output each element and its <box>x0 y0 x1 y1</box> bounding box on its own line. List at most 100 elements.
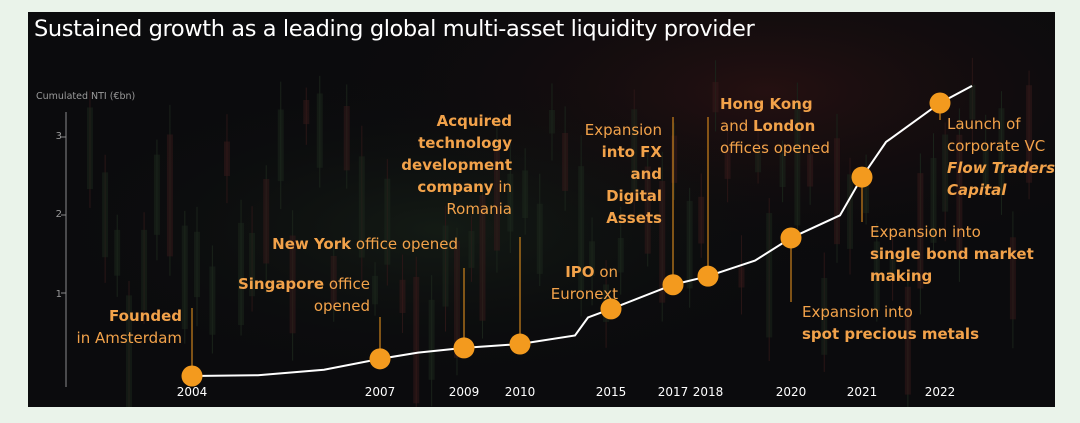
candle-body <box>617 237 624 273</box>
x-tick-label-2015: 2015 <box>595 385 627 399</box>
candle-body <box>263 179 270 264</box>
y-ticks <box>61 136 66 294</box>
candle-body <box>794 101 801 226</box>
candle-body <box>1009 237 1016 320</box>
candle-body <box>659 180 666 303</box>
candle-body <box>671 135 678 183</box>
candle-body <box>343 105 350 171</box>
milestone-marker-2007 <box>369 348 391 370</box>
milestone-marker-2018 <box>697 265 719 287</box>
annotation-2020: Expansion into spot precious metals <box>802 303 980 343</box>
x-tick-label-2018: 2018 <box>692 385 724 399</box>
candle-body <box>998 108 1005 196</box>
candle-body <box>578 166 585 291</box>
annotation-2021: Expansion into single bond market making <box>870 223 1034 285</box>
y-tick-label-1: 1 <box>55 289 62 300</box>
candle-body <box>223 141 230 176</box>
milestone-marker-2020 <box>780 227 802 249</box>
milestone-marker-2010 <box>509 333 531 355</box>
annotation-2004: Founded in Amsterdam <box>76 307 182 347</box>
candle-body <box>536 203 543 274</box>
candle-body <box>522 170 529 219</box>
annotation-2010: Acquired technology development company … <box>401 112 512 218</box>
annotation-2015: IPO on Euronext <box>550 263 618 303</box>
candle-body <box>428 299 435 380</box>
candle-body <box>982 146 989 187</box>
x-tick-label-2009: 2009 <box>448 385 480 399</box>
candle-body <box>548 109 555 134</box>
candle-body <box>631 109 638 192</box>
candle-body <box>399 279 406 314</box>
candle-body <box>821 277 828 355</box>
candle-body <box>889 254 896 277</box>
candle-body <box>930 157 937 243</box>
y-tick-label-2: 2 <box>55 209 62 220</box>
milestone-marker-2021 <box>851 166 873 188</box>
y-tick-label-3: 3 <box>55 131 62 142</box>
candle-body <box>153 154 160 235</box>
candle-body <box>468 230 475 268</box>
candle-body <box>358 156 365 258</box>
x-tick-label-2010: 2010 <box>504 385 536 399</box>
candle-body <box>755 150 762 173</box>
candle-body <box>724 149 731 179</box>
candle-body <box>847 174 854 249</box>
candle-body <box>193 231 200 298</box>
x-tick-label-2017: 2017 <box>657 385 689 399</box>
annotation-leaders <box>191 103 941 376</box>
candle-body <box>277 109 284 182</box>
x-tick-label-2021: 2021 <box>846 385 878 399</box>
candle-body <box>316 93 323 168</box>
annotation-2007: Singapore office opened <box>237 275 370 315</box>
slide: Sustained growth as a leading global mul… <box>28 12 1055 407</box>
candle-body <box>807 154 814 187</box>
chart-canvas <box>28 12 1055 407</box>
candle-body <box>372 275 379 305</box>
candle-body <box>102 172 109 258</box>
candle-body <box>141 229 148 311</box>
candle-body <box>126 295 133 407</box>
candle-body <box>181 225 188 330</box>
candle-body <box>442 225 449 307</box>
candle-body <box>249 232 256 297</box>
candle-body <box>738 267 745 288</box>
candle-body <box>330 255 337 309</box>
candle-body <box>779 153 786 188</box>
milestone-marker-2017 <box>662 274 684 296</box>
y-axis-label: Cumulated NTI (€bn) <box>36 91 136 102</box>
candle-body <box>209 266 216 335</box>
candle-body <box>114 229 121 276</box>
candle-body <box>686 200 693 289</box>
candle-body <box>956 134 963 260</box>
annotation-2009: New York office opened <box>272 235 458 253</box>
candle-body <box>766 213 773 338</box>
candle-body <box>873 241 880 312</box>
candle-body <box>644 166 651 254</box>
candle-body <box>904 286 911 395</box>
annotation-2022: Launch of corporate VC Flow Traders Capi… <box>947 115 1055 199</box>
candle-body <box>1026 85 1033 183</box>
x-tick-label-2020: 2020 <box>775 385 807 399</box>
annotation-2017: Expansion into FX and Digital Assets <box>584 121 662 227</box>
candle-body <box>238 222 245 326</box>
candle-body <box>969 84 976 120</box>
milestone-marker-2004 <box>181 365 203 387</box>
candle-body <box>712 82 719 113</box>
milestone-marker-2009 <box>453 337 475 359</box>
annotation-2018: Hong Kong and London offices opened <box>720 95 830 157</box>
page-title: Sustained growth as a leading global mul… <box>34 16 755 42</box>
milestone-marker-2015 <box>600 298 622 320</box>
candle-body <box>562 132 569 191</box>
candle-body <box>917 173 924 289</box>
candle-body <box>413 276 420 404</box>
candle-body <box>589 241 596 277</box>
candle-body <box>289 235 296 334</box>
candle-body <box>507 173 514 232</box>
milestone-marker-2022 <box>929 92 951 114</box>
candle-body <box>479 195 486 321</box>
milestone-markers <box>181 92 951 387</box>
candle-body <box>863 181 870 214</box>
candle-body <box>384 178 391 265</box>
x-tick-label-2004: 2004 <box>176 385 208 399</box>
background-candlesticks <box>86 57 1033 407</box>
